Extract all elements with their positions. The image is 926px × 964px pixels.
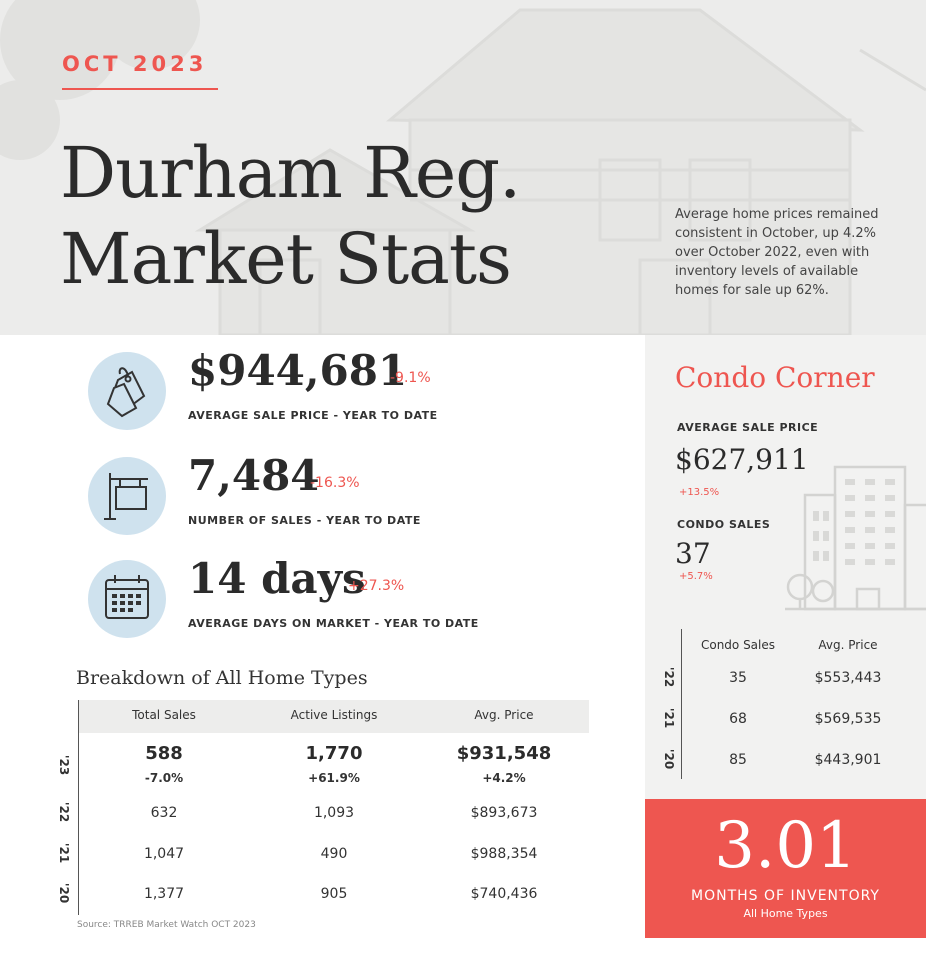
table-cell: $931,548 bbox=[456, 743, 552, 764]
table-cell: $553,443 bbox=[814, 670, 882, 686]
column-header-total-sales: Total Sales bbox=[132, 708, 196, 722]
table-cell: 905 bbox=[320, 886, 348, 902]
source-note: Source: TRREB Market Watch OCT 2023 bbox=[77, 920, 256, 930]
table-cell-change: -7.0% bbox=[144, 771, 184, 785]
stat-change: -16.3% bbox=[310, 475, 360, 491]
report-date: OCT 2023 bbox=[62, 52, 208, 76]
months-of-inventory-label: MONTHS OF INVENTORY bbox=[691, 888, 880, 904]
table-cell-change: +61.9% bbox=[308, 771, 360, 785]
row-year: '21 bbox=[662, 707, 676, 729]
table-cell: 85 bbox=[729, 752, 747, 768]
stat-label: AVERAGE DAYS ON MARKET - YEAR TO DATE bbox=[188, 617, 479, 630]
sale-sign-icon bbox=[88, 457, 166, 535]
stat-days-on-market: 14 days +27.3% AVERAGE DAYS ON MARKET - … bbox=[88, 554, 608, 640]
table-cell: 1,770 bbox=[305, 743, 363, 764]
condo-avg-price-change: +13.5% bbox=[679, 487, 720, 498]
title-line-1: Durham Reg. bbox=[60, 132, 521, 214]
condo-sales-change: +5.7% bbox=[679, 571, 713, 582]
calendar-icon bbox=[88, 560, 166, 638]
table-cell: 1,047 bbox=[143, 846, 185, 862]
table-cell: 35 bbox=[729, 670, 747, 686]
row-year: '20 bbox=[57, 882, 71, 904]
table-cell: 1,093 bbox=[313, 805, 355, 821]
table-cell: 632 bbox=[150, 805, 178, 821]
months-of-inventory-box: 3.01 MONTHS OF INVENTORY All Home Types bbox=[645, 799, 926, 938]
row-year: '22 bbox=[57, 801, 71, 823]
row-year: '21 bbox=[57, 842, 71, 864]
stat-label: AVERAGE SALE PRICE - YEAR TO DATE bbox=[188, 409, 438, 422]
months-of-inventory-value: 3.01 bbox=[714, 809, 857, 883]
stat-value: 7,484 bbox=[188, 451, 320, 500]
condo-table-axis bbox=[681, 629, 682, 779]
house-background-illustration bbox=[0, 0, 926, 335]
column-header-condo-sales: Condo Sales bbox=[700, 638, 776, 652]
column-header-avg-price: Avg. Price bbox=[474, 708, 534, 722]
price-tag-icon bbox=[88, 352, 166, 430]
condo-avg-price-label: AVERAGE SALE PRICE bbox=[677, 421, 819, 434]
stat-value: 14 days bbox=[188, 554, 366, 603]
date-underline bbox=[62, 88, 218, 90]
months-of-inventory-sub: All Home Types bbox=[743, 907, 828, 920]
breakdown-table-header bbox=[79, 700, 589, 733]
title-line-2: Market Stats bbox=[60, 218, 512, 300]
row-year: '23 bbox=[57, 754, 71, 776]
buildings-icon bbox=[785, 465, 926, 611]
hero-banner: OCT 2023 Durham Reg. Market Stats Averag… bbox=[0, 0, 926, 335]
hero-description: Average home prices remained consistent … bbox=[675, 207, 879, 298]
table-cell: 588 bbox=[145, 743, 183, 764]
table-cell: $740,436 bbox=[470, 886, 538, 902]
condo-sales-label: CONDO SALES bbox=[677, 518, 771, 531]
stat-value: $944,681 bbox=[188, 346, 408, 395]
stat-change: +27.3% bbox=[348, 578, 405, 594]
stat-label: NUMBER OF SALES - YEAR TO DATE bbox=[188, 514, 421, 527]
table-cell: $988,354 bbox=[470, 846, 538, 862]
breakdown-title: Breakdown of All Home Types bbox=[76, 667, 368, 689]
table-cell: 490 bbox=[320, 846, 348, 862]
stat-change: -9.1% bbox=[390, 370, 431, 386]
stat-average-sale-price: $944,681 -9.1% AVERAGE SALE PRICE - YEAR… bbox=[88, 346, 608, 432]
table-cell: $569,535 bbox=[814, 711, 882, 727]
condo-sales-value: 37 bbox=[675, 537, 711, 570]
breakdown-table-axis bbox=[78, 700, 79, 915]
row-year: '22 bbox=[662, 666, 676, 688]
table-cell-change: +4.2% bbox=[482, 771, 526, 785]
table-cell: 68 bbox=[729, 711, 747, 727]
column-header-condo-avg-price: Avg. Price bbox=[818, 638, 878, 652]
condo-avg-price-value: $627,911 bbox=[675, 443, 809, 476]
table-cell: $893,673 bbox=[470, 805, 538, 821]
condo-corner-title: Condo Corner bbox=[675, 361, 875, 394]
table-cell: $443,901 bbox=[814, 752, 882, 768]
row-year: '20 bbox=[662, 748, 676, 770]
condo-corner-panel: Condo Corner AVERAGE SALE PRICE $627,911… bbox=[645, 335, 926, 799]
page-title: Durham Reg. Market Stats bbox=[60, 130, 521, 302]
column-header-active-listings: Active Listings bbox=[290, 708, 378, 722]
table-cell: 1,377 bbox=[143, 886, 185, 902]
stat-number-of-sales: 7,484 -16.3% NUMBER OF SALES - YEAR TO D… bbox=[88, 451, 608, 537]
